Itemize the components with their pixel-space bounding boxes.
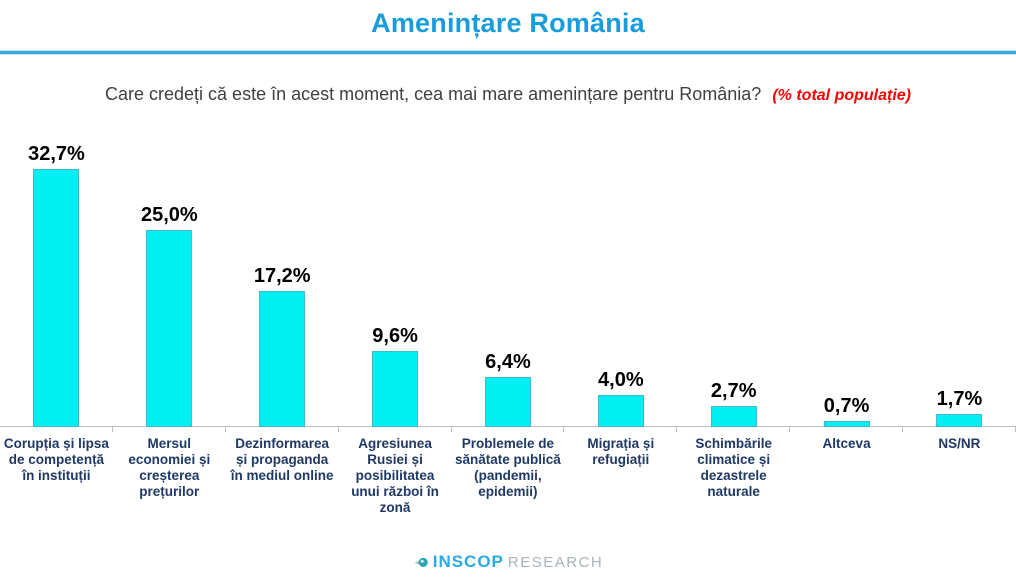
bar-column: 0,7% xyxy=(790,128,903,432)
bar-value-label: 6,4% xyxy=(485,351,531,373)
chart-question: Care credeți că este în acest moment, ce… xyxy=(0,84,1016,105)
category-label: NS/NR xyxy=(938,436,981,451)
category-label: Problemele de sănătate publică (pandemii… xyxy=(455,436,561,499)
footer-logo: INSCOP RESEARCH xyxy=(0,552,1016,572)
bar: 6,4% xyxy=(484,351,531,427)
bar-column: 2,7% xyxy=(677,128,791,432)
bar: 25,0% xyxy=(141,204,198,427)
bar-column: 4,0% xyxy=(564,128,678,432)
page-title: Amenințare România xyxy=(371,8,645,38)
axis-tick xyxy=(902,427,903,432)
category-label: Migrația și refugiații xyxy=(587,436,655,467)
bar-value-label: 32,7% xyxy=(28,143,85,165)
category-label: Schimbările climatice și dezastrele natu… xyxy=(695,436,772,499)
inscop-logo-icon xyxy=(413,554,429,570)
bar-value-label: 17,2% xyxy=(253,265,311,287)
brand-research: RESEARCH xyxy=(507,553,604,571)
title-divider xyxy=(0,51,1016,54)
axis-tick xyxy=(563,427,565,432)
bar: 9,6% xyxy=(372,325,419,427)
bar: 17,2% xyxy=(254,265,311,427)
plot-area: 32,7% 25,0% 17,2% 9,6% 6,4% 4,0% 2,7% 0,7% 1,7% xyxy=(0,128,1016,432)
axis-tick xyxy=(337,427,339,432)
bar-column: 25,0% xyxy=(113,128,226,432)
bar: 0,7% xyxy=(823,395,870,427)
category-label: Corupția și lipsa de competență în insti… xyxy=(3,436,109,483)
axis-tick xyxy=(789,427,791,432)
category-label: Agresiunea Rusiei și posibilitatea unui … xyxy=(351,436,439,515)
bar-value-label: 9,6% xyxy=(372,325,418,347)
bar-value-label: 2,7% xyxy=(710,380,757,402)
bar-column: 17,2% xyxy=(226,128,339,432)
question-note: (% total populație) xyxy=(772,87,911,104)
bar-value-label: 1,7% xyxy=(936,388,983,410)
category-labels: Corupția și lipsa de competență în insti… xyxy=(0,436,1016,516)
brand-inscop: INSCOP xyxy=(432,552,504,571)
category-label: Dezinformarea și propaganda în mediul on… xyxy=(230,436,334,483)
bar-value-label: 4,0% xyxy=(598,369,644,391)
bar-column: 1,7% xyxy=(903,128,1016,432)
axis-tick xyxy=(224,427,226,432)
bar: 1,7% xyxy=(936,388,983,427)
bar-column: 9,6% xyxy=(339,128,452,432)
axis-tick xyxy=(111,427,113,432)
axis-tick xyxy=(1014,427,1016,432)
bar-value-label: 25,0% xyxy=(140,204,198,226)
bar-chart: 32,7% 25,0% 17,2% 9,6% 6,4% 4,0% 2,7% 0,7% 1,7% … xyxy=(0,128,1016,548)
bar: 2,7% xyxy=(710,380,757,427)
bar-column: 6,4% xyxy=(452,128,565,432)
bar-column: 32,7% xyxy=(0,128,113,432)
axis-tick xyxy=(450,427,452,432)
axis-tick xyxy=(676,427,678,432)
bar: 4,0% xyxy=(597,369,644,427)
question-text: Care credeți că este în acest moment, ce… xyxy=(105,84,762,104)
bar: 32,7% xyxy=(28,143,85,427)
category-label: Mersul economiei și creșterea prețurilor xyxy=(128,436,211,499)
bar-value-label: 0,7% xyxy=(823,395,870,417)
category-label: Altceva xyxy=(822,436,871,451)
